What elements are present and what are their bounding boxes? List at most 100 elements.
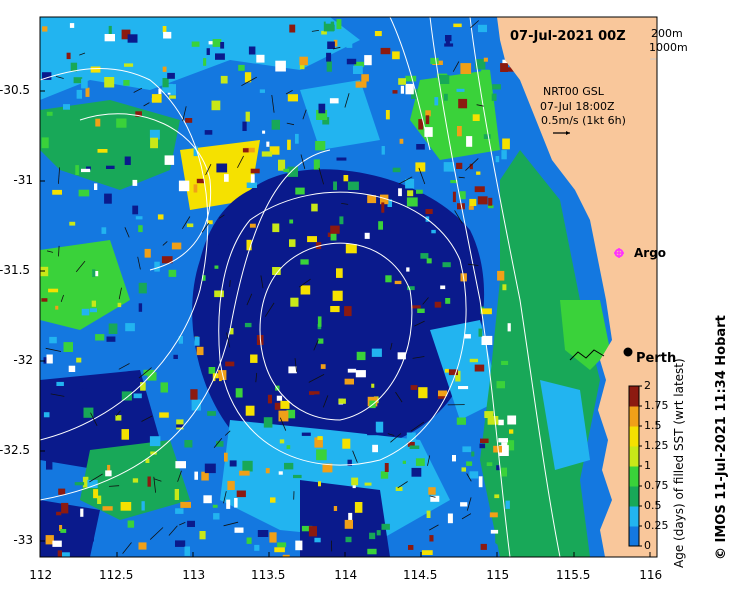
age-pixel (371, 383, 375, 388)
age-pixel (505, 440, 515, 451)
age-pixel (168, 269, 177, 277)
age-pixel (457, 254, 464, 259)
age-pixel (277, 542, 287, 548)
age-pixel (239, 470, 250, 476)
age-pixel (445, 298, 451, 304)
age-pixel (259, 89, 265, 93)
age-pixel (202, 275, 206, 281)
age-pixel (220, 42, 225, 49)
age-pixel (369, 532, 376, 540)
age-pixel (455, 370, 461, 382)
age-pixel (67, 36, 72, 44)
age-pixel (167, 72, 175, 79)
colorbar (628, 385, 642, 547)
age-pixel (207, 220, 213, 225)
current-arrow (429, 524, 439, 531)
age-pixel (286, 409, 296, 419)
age-pixel (138, 282, 147, 294)
western-green-patch-2 (40, 240, 130, 330)
age-pixel (97, 495, 102, 504)
age-pixel (160, 382, 168, 393)
colorbar-segment (629, 446, 639, 467)
age-pixel (418, 119, 424, 130)
age-pixel (456, 88, 465, 92)
age-pixel (220, 75, 228, 84)
current-arrow (205, 163, 212, 176)
age-pixel (216, 163, 228, 173)
age-pixel (191, 399, 201, 411)
current-arrow (418, 167, 426, 185)
current-arrow (58, 245, 60, 257)
x-tick-label: 116 (639, 568, 663, 582)
age-pixel (478, 328, 483, 337)
age-pixel (116, 118, 127, 128)
age-pixel (428, 487, 436, 495)
x-tick-label: 115.5 (556, 568, 591, 582)
current-arrow (410, 421, 425, 432)
age-pixel (289, 58, 297, 68)
age-pixel (326, 52, 332, 62)
age-pixel (425, 209, 433, 214)
ssh-contour-southwest (40, 149, 331, 501)
age-pixel (392, 167, 401, 173)
age-pixel (235, 388, 243, 398)
age-pixel (318, 103, 326, 114)
age-pixel (492, 84, 501, 90)
age-pixel (213, 239, 219, 245)
age-pixel (151, 94, 162, 103)
colorbar-tick-label: 1.25 (644, 439, 669, 452)
age-pixel (94, 183, 98, 190)
age-pixel (299, 56, 308, 66)
age-pixel (502, 284, 507, 291)
age-pixel (158, 88, 162, 95)
age-pixel (236, 490, 246, 498)
age-pixel (272, 223, 280, 233)
age-pixel (311, 203, 318, 212)
age-pixel (371, 348, 382, 357)
age-pixel (141, 501, 145, 511)
age-pixel (438, 74, 450, 84)
current-arrow (470, 20, 479, 29)
age-pixel (496, 381, 505, 389)
current-arrow (322, 395, 329, 408)
age-pixel (175, 508, 184, 514)
age-pixel (330, 306, 340, 313)
age-pixel (471, 451, 475, 457)
age-pixel (259, 276, 271, 288)
current-arrow (181, 216, 191, 230)
age-pixel (499, 445, 509, 456)
age-pixel (191, 41, 200, 47)
age-pixel (485, 81, 490, 88)
age-pixel (450, 180, 458, 184)
age-pixel (410, 385, 418, 390)
colorbar-segment (629, 466, 639, 487)
age-pixel (245, 405, 255, 416)
age-pixel (246, 182, 257, 188)
age-pixel (85, 533, 94, 542)
age-pixel (426, 258, 432, 264)
age-pixel (81, 168, 91, 173)
age-pixel (180, 501, 191, 508)
age-pixel (497, 270, 505, 281)
age-pixel (48, 288, 59, 293)
age-pixel (250, 168, 260, 174)
age-pixel (462, 446, 472, 453)
age-pixel (356, 351, 366, 361)
age-pixel (336, 92, 341, 102)
southwest-corner-dark (40, 500, 100, 557)
age-pixel (491, 93, 497, 101)
isobath-label-200m: 200m (651, 27, 683, 40)
x-tick-label: 114.5 (403, 568, 438, 582)
age-pixel (496, 465, 500, 471)
current-vectors (45, 20, 484, 554)
age-pixel (175, 461, 186, 469)
age-pixel (173, 354, 178, 359)
age-pixel (317, 316, 322, 327)
age-pixel (75, 165, 79, 176)
age-pixel (416, 144, 425, 150)
age-pixel (269, 146, 280, 155)
colorbar-tick-label: 0.75 (644, 479, 669, 492)
age-pixel (169, 95, 176, 99)
age-pixel (381, 202, 385, 213)
